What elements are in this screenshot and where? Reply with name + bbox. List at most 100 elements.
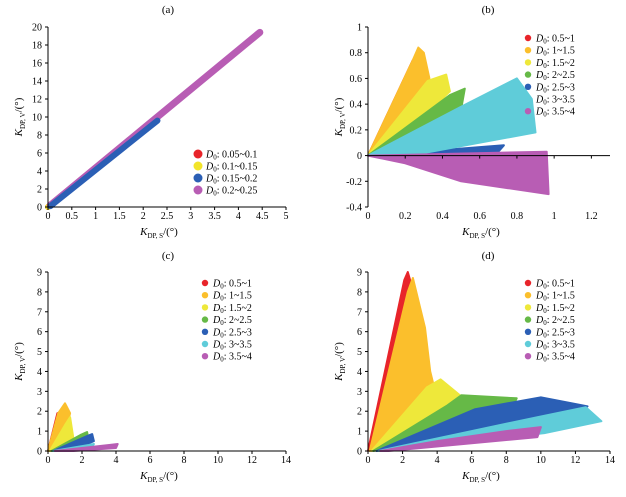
x-tick-label: 14 bbox=[281, 455, 291, 466]
y-tick-label: 0.8 bbox=[350, 48, 363, 59]
x-tick-label: 0 bbox=[366, 455, 371, 466]
panel-title: (d) bbox=[482, 250, 495, 262]
y-tick-label: 1 bbox=[357, 427, 362, 438]
x-tick-label: 1 bbox=[552, 211, 557, 222]
panel-title: (c) bbox=[162, 250, 175, 262]
axes bbox=[367, 27, 610, 207]
y-tick-label: 0.6 bbox=[350, 74, 363, 85]
y-tick-label: 2 bbox=[357, 407, 362, 418]
y-tick-label: 14 bbox=[32, 77, 42, 88]
y-tick-label: 9 bbox=[37, 268, 42, 279]
y-tick-label: 7 bbox=[357, 307, 362, 318]
legend-marker bbox=[524, 316, 532, 323]
legend-marker bbox=[524, 304, 532, 311]
legend: D0: 0.5~1D0: 1~1.5D0: 1.5~2D0: 2~2.5D0: … bbox=[524, 279, 575, 364]
legend-marker bbox=[201, 328, 209, 335]
x-axis-label: KDP, S/(°) bbox=[139, 226, 178, 240]
legend-label: D0: 3.5~4 bbox=[535, 352, 575, 364]
legend-label: D0: 2~2.5 bbox=[212, 315, 252, 327]
data-region bbox=[367, 46, 550, 196]
y-tick-label: 10 bbox=[32, 113, 42, 124]
x-tick-label: 0.4 bbox=[436, 211, 449, 222]
legend-marker bbox=[201, 304, 209, 311]
x-tick-label: 3 bbox=[188, 211, 193, 222]
legend-label: D0: 2.5~3 bbox=[535, 82, 575, 94]
legend: D0: 0.5~1D0: 1~1.5D0: 1.5~2D0: 2~2.5D0: … bbox=[201, 279, 252, 364]
axes bbox=[367, 272, 610, 452]
legend-marker bbox=[524, 328, 532, 335]
legend-marker bbox=[524, 83, 532, 91]
y-tick-label: 5 bbox=[37, 347, 42, 358]
axes bbox=[47, 272, 286, 452]
x-tick-label: 1.2 bbox=[585, 211, 598, 222]
x-tick-label: 10 bbox=[536, 455, 546, 466]
x-tick-label: 2.5 bbox=[161, 211, 174, 222]
data-region bbox=[367, 271, 603, 452]
legend-label: D0: 1~1.5 bbox=[535, 291, 575, 303]
x-axis-label: KDP, S/(°) bbox=[461, 226, 500, 240]
legend-label: D0: 3.5~4 bbox=[535, 107, 575, 119]
x-tick-label: 0 bbox=[46, 211, 51, 222]
legend-label: D0: 0.5~1 bbox=[212, 279, 252, 291]
legend-marker bbox=[201, 292, 209, 299]
y-tick-label: 4 bbox=[37, 367, 42, 378]
data-region bbox=[45, 28, 264, 210]
x-tick-label: 6 bbox=[148, 455, 153, 466]
y-tick-label: 1 bbox=[357, 23, 362, 34]
y-tick-label: 6 bbox=[37, 327, 42, 338]
y-tick-label: 0.2 bbox=[350, 125, 363, 136]
x-tick-label: 6 bbox=[469, 455, 474, 466]
x-tick-label: 0 bbox=[366, 211, 371, 222]
y-axis-label: KDP, V/(°) bbox=[333, 342, 347, 382]
x-tick-label: 1 bbox=[93, 211, 98, 222]
x-axis-label: KDP, S/(°) bbox=[139, 470, 178, 484]
x-tick-label: 8 bbox=[504, 455, 509, 466]
legend-marker bbox=[193, 149, 203, 159]
legend-label: D0: 1~1.5 bbox=[535, 46, 575, 58]
legend-marker bbox=[524, 108, 532, 115]
x-tick-label: 4 bbox=[114, 455, 119, 466]
legend-label: D0: 3~3.5 bbox=[535, 340, 575, 352]
legend-label: D0: 2.5~3 bbox=[212, 327, 252, 339]
panel-title: (b) bbox=[482, 4, 495, 16]
x-tick-label: 5 bbox=[284, 211, 289, 222]
x-tick-label: 2 bbox=[141, 211, 146, 222]
x-tick-label: 1.5 bbox=[113, 211, 126, 222]
x-tick-label: 4 bbox=[236, 211, 241, 222]
legend-label: D0: 0.5~1 bbox=[535, 34, 575, 46]
legend-label: D0: 3.5~4 bbox=[212, 352, 252, 364]
y-tick-label: 8 bbox=[357, 287, 362, 298]
legend-marker bbox=[193, 185, 203, 195]
legend-label: D0: 1~1.5 bbox=[212, 291, 252, 303]
y-tick-label: 3 bbox=[37, 387, 42, 398]
y-tick-label: 2 bbox=[37, 185, 42, 196]
x-tick-label: 10 bbox=[213, 455, 223, 466]
y-tick-label: 8 bbox=[37, 287, 42, 298]
series-fan-6 bbox=[367, 150, 550, 196]
legend-label: D0: 0.15~0.2 bbox=[205, 174, 257, 186]
legend-marker bbox=[201, 353, 209, 360]
legend-marker bbox=[524, 340, 532, 348]
x-tick-label: 2 bbox=[400, 455, 405, 466]
x-tick-label: 8 bbox=[182, 455, 187, 466]
panel-b: (b) 0 0.2 0.4 0.6 0.8 1 1.2 -0.4 -0.2 0 0.2 0.4 0.6 0.… bbox=[333, 4, 610, 240]
y-tick-label: 4 bbox=[357, 367, 362, 378]
legend-marker bbox=[193, 161, 203, 171]
x-tick-label: 0.8 bbox=[511, 211, 524, 222]
y-tick-label: 8 bbox=[37, 131, 42, 142]
y-axis-label: KDP, V/(°) bbox=[13, 97, 27, 137]
legend-marker bbox=[201, 340, 209, 348]
y-tick-label: 18 bbox=[32, 41, 42, 52]
legend-label: D0: 0.5~1 bbox=[535, 279, 575, 291]
panel-a: (a) 0 0.5 1 1.5 2 2.5 3 3.5 4 4.5 5 0 2 4 6 8 10 12 14 16 18 2… bbox=[13, 4, 289, 240]
y-tick-label: 16 bbox=[32, 59, 42, 70]
y-tick-label: 1 bbox=[37, 427, 42, 438]
y-tick-label: 0 bbox=[37, 203, 42, 214]
y-tick-label: 6 bbox=[357, 327, 362, 338]
x-tick-label: 0 bbox=[46, 455, 51, 466]
y-tick-label: 6 bbox=[37, 149, 42, 160]
series-fan-5 bbox=[367, 77, 537, 157]
legend-marker bbox=[524, 353, 532, 360]
